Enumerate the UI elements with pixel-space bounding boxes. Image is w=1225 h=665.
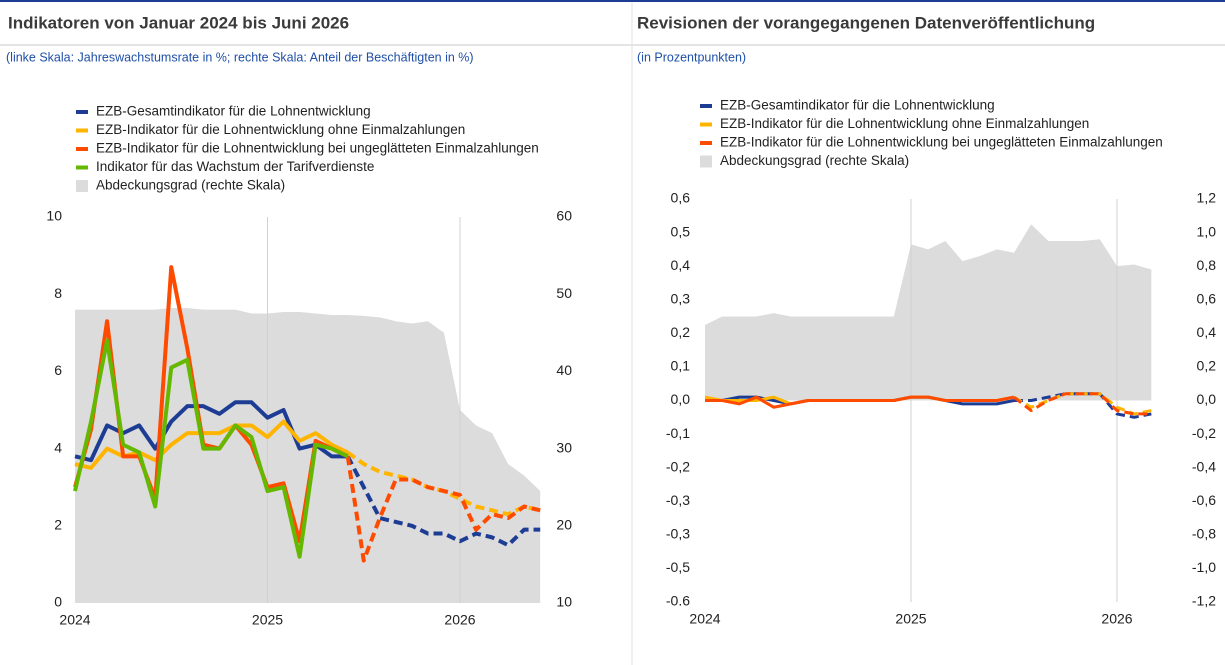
legend-label: EZB-Indikator für die Lohnentwicklung oh… [720, 116, 1089, 131]
legend-swatch [700, 141, 712, 145]
y-tick-label: -0,1 [666, 425, 690, 441]
line-series [73, 338, 349, 559]
legend-label: Abdeckungsgrad (rechte Skala) [720, 153, 909, 168]
line-series [74, 419, 349, 470]
legend-swatch [76, 165, 88, 170]
y-tick-label: 6 [54, 362, 62, 378]
x-tick-label: 2026 [444, 612, 475, 628]
y-tick-label: -0,3 [666, 492, 690, 508]
y2-tick-label: 30 [556, 439, 572, 455]
line-series-projection [345, 456, 541, 563]
chart-subtitle: (in Prozentpunkten) [637, 50, 746, 64]
y2-tick-label: -1,2 [1192, 593, 1216, 609]
y-tick-label: 0,1 [671, 358, 691, 374]
legend-swatch [76, 147, 88, 151]
y2-tick-label: -1,0 [1192, 559, 1216, 575]
chart-title: Revisionen der vorangegangenen Datenverö… [637, 13, 1095, 32]
y2-tick-label: 1,0 [1197, 223, 1217, 239]
y-tick-label: -0,2 [666, 458, 690, 474]
legend-swatch [76, 180, 88, 192]
y-tick-label: 0,6 [671, 190, 691, 206]
y-tick-label: 0,3 [671, 290, 691, 306]
line-series-projection [1014, 392, 1152, 419]
chart-title: Indikatoren von Januar 2024 bis Juni 202… [8, 13, 349, 32]
y2-tick-label: 0,6 [1197, 290, 1217, 306]
y-tick-label: 0,4 [671, 257, 691, 273]
legend-label: EZB-Gesamtindikator für die Lohnentwickl… [96, 104, 371, 119]
y2-tick-label: -0,8 [1192, 526, 1216, 542]
y-tick-label: 0 [54, 594, 62, 610]
y2-tick-label: 20 [556, 517, 572, 533]
y2-tick-label: 0,8 [1197, 257, 1217, 273]
y2-tick-label: 60 [556, 208, 572, 224]
y-tick-label: 0,5 [671, 223, 691, 239]
y-tick-label: 2 [54, 517, 62, 533]
y-tick-label: -0.6 [666, 593, 690, 609]
chart-subtitle: (linke Skala: Jahreswachstumsrate in %; … [6, 50, 474, 64]
coverage-area [705, 224, 1152, 401]
y2-tick-label: 0,2 [1197, 358, 1217, 374]
y2-tick-label: 1,2 [1197, 190, 1217, 206]
x-tick-label: 2026 [1101, 611, 1132, 627]
line-series-projection [1013, 392, 1152, 416]
y2-tick-label: -0,6 [1192, 492, 1216, 508]
line-series [705, 395, 1015, 409]
y2-tick-label: 0,4 [1197, 324, 1217, 340]
y-tick-label: 8 [54, 285, 62, 301]
y-tick-label: 0,2 [671, 324, 691, 340]
legend-label: EZB-Indikator für die Lohnentwicklung be… [720, 135, 1163, 150]
legend-label: EZB-Indikator für die Lohnentwicklung oh… [96, 122, 465, 137]
y-tick-label: 4 [54, 439, 62, 455]
legend-swatch [700, 155, 712, 168]
x-tick-label: 2024 [59, 612, 90, 628]
y-tick-label: 10 [46, 208, 62, 224]
legend-label: Indikator für das Wachstum der Tarifverd… [96, 159, 374, 174]
top-border [0, 0, 1225, 2]
x-tick-label: 2024 [689, 611, 720, 627]
legend-swatch [76, 110, 88, 114]
legend-label: Abdeckungsgrad (rechte Skala) [96, 178, 285, 193]
x-tick-label: 2025 [895, 611, 926, 627]
legend-label: EZB-Indikator für die Lohnentwicklung be… [96, 141, 539, 156]
y2-tick-label: 10 [556, 594, 572, 610]
x-tick-label: 2025 [252, 612, 283, 628]
legend-swatch [700, 104, 712, 108]
y2-tick-label: 40 [556, 362, 572, 378]
legend-label: EZB-Gesamtindikator für die Lohnentwickl… [720, 98, 995, 113]
y-tick-label: -0,5 [666, 559, 690, 575]
y2-tick-label: -0,2 [1192, 425, 1216, 441]
y-tick-label: 0,0 [671, 391, 691, 407]
legend-swatch [700, 122, 712, 127]
y2-tick-label: 50 [556, 285, 572, 301]
y2-tick-label: 0,0 [1197, 391, 1217, 407]
y-tick-label: -0,3 [666, 526, 690, 542]
y2-tick-label: -0,4 [1192, 458, 1216, 474]
legend-swatch [76, 128, 88, 133]
